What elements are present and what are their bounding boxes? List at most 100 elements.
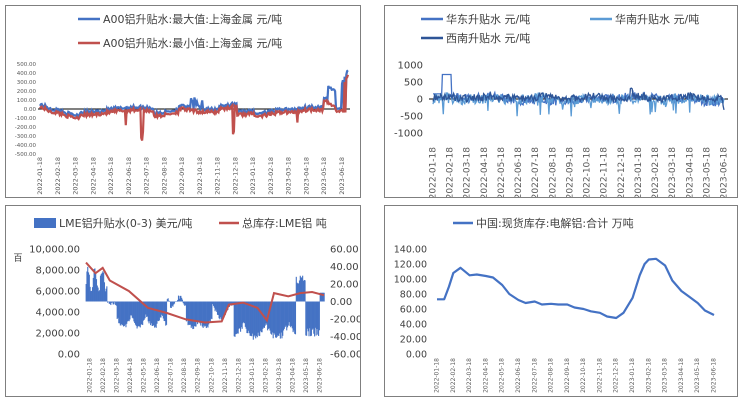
lme-x-tick-label: 2023-01-18 [249, 358, 256, 393]
lme-spread-bar [105, 288, 107, 302]
lme-spread-bar [166, 299, 168, 302]
lme-spread-bar [285, 301, 287, 326]
lme-spread-bar [251, 301, 254, 334]
lme-spread-bar [111, 301, 113, 303]
lme-spread-bar [253, 301, 255, 337]
lme-spread-bar [320, 292, 322, 302]
lme-spread-bar [298, 280, 301, 302]
lme-spread-bar [149, 301, 151, 322]
lme-chart: LME铝升贴水(0-3) 美元/吨 总库存:LME铝 吨 10,000.00 8,00… [13, 216, 362, 393]
lme-spread-bar [217, 301, 219, 316]
lme-spread-bar [188, 301, 190, 325]
lme-y-left-tick-label: 2,000.00 [35, 329, 80, 340]
regional-southwest-line [432, 87, 725, 111]
lme-spread-bar [168, 300, 170, 302]
lme-y-right-tick-label: 0.00 [330, 297, 352, 308]
lme-spread-bar [150, 301, 152, 324]
lme-spread-bar [196, 301, 198, 322]
lme-spread-bar [89, 286, 91, 302]
lme-spread-bar [291, 301, 293, 329]
lme-spread-bar [243, 301, 245, 323]
lme-spread-bar [110, 301, 112, 306]
chart-panel-regional-premium: 华东升贴水 元/吨 华南升贴水 元/吨 西南升贴水 元/吨 1000 500 0 -500 -… [384, 5, 738, 199]
lme-spread-bar [180, 295, 182, 302]
lme-spread-bar [171, 301, 173, 306]
lme-spread-bar [202, 301, 204, 328]
lme-spread-bar [177, 295, 180, 302]
inventory-x-tick-label: 2022-05-18 [499, 358, 506, 393]
lme-spread-bar [212, 301, 214, 305]
lme-spread-bar [145, 301, 147, 315]
a00-y-tick-label: 300.00 [17, 80, 37, 86]
a00-x-tick-label: 2022-10-18 [196, 157, 204, 195]
lme-spread-bar [258, 301, 260, 336]
lme-spread-bar [295, 276, 297, 302]
lme-y-unit-label: 百 [13, 253, 22, 264]
lme-spread-bar [206, 301, 208, 327]
lme-spread-bar [245, 301, 247, 329]
legend-lme-spread-label: LME铝升贴水(0-3) 美元/吨 [59, 216, 192, 230]
lme-spread-bar [237, 301, 239, 334]
regional-x-tick-label: 2022-08-18 [548, 147, 558, 197]
lme-spread-bar [313, 301, 315, 334]
inventory-x-tick-label: 2022-07-18 [531, 358, 538, 393]
inventory-x-tick-label: 2023-01-18 [629, 358, 636, 393]
lme-spread-bar [198, 301, 200, 323]
lme-spread-bar [179, 295, 181, 302]
regional-x-tick-label: 2022-10-18 [583, 147, 593, 197]
lme-spread-bar [319, 292, 321, 302]
lme-spread-bar [280, 301, 282, 333]
lme-spread-bar [205, 301, 207, 329]
lme-x-tick-label: 2023-04-18 [289, 358, 296, 393]
regional-x-tick-label: 2023-06-18 [720, 147, 730, 197]
lme-spread-bar [255, 301, 257, 339]
lme-spread-bar [302, 275, 304, 302]
lme-spread-bar [101, 272, 103, 302]
a00-x-tick-label: 2023-03-18 [285, 157, 293, 195]
lme-x-tick-label: 2022-09-18 [195, 358, 202, 393]
regional-y-tick-label: 0 [417, 95, 423, 106]
lme-spread-bar [173, 301, 176, 304]
lme-spread-bar [117, 301, 119, 318]
lme-spread-bar [92, 277, 94, 302]
lme-spread-bar [310, 301, 312, 337]
lme-spread-bar [259, 301, 262, 331]
lme-spread-bar [104, 291, 106, 302]
lme-spread-bar [214, 301, 216, 312]
lme-spread-bar [252, 301, 254, 340]
regional-x-tick-label: 2022-03-18 [463, 147, 473, 197]
lme-spread-bar [286, 301, 288, 331]
lme-spread-bar [201, 301, 203, 323]
lme-y-right-tick-label: -60.00 [330, 350, 360, 361]
lme-spread-bar [226, 301, 228, 311]
lme-spread-bar [93, 269, 95, 302]
lme-spread-bar [274, 301, 276, 335]
lme-spread-bar [284, 301, 286, 328]
lme-spread-bar [126, 301, 128, 324]
lme-x-tick-label: 2023-05-18 [303, 358, 310, 393]
lme-spread-bar [321, 292, 323, 302]
lme-spread-bar [132, 301, 134, 319]
lme-spread-bar [130, 301, 133, 316]
lme-spread-bar [276, 301, 278, 337]
inventory-x-tick-label: 2023-02-18 [645, 358, 652, 393]
a00-x-tick-label: 2022-01-18 [36, 157, 44, 195]
lme-spread-bar [187, 301, 189, 326]
lme-spread-bar [94, 268, 96, 302]
a00-x-tick-label: 2023-04-18 [302, 157, 310, 195]
lme-y-left-tick-label: 0.00 [58, 350, 80, 361]
lme-x-tick-label: 2022-11-18 [222, 358, 229, 393]
lme-y-right-tick-label: 20.00 [330, 280, 359, 291]
lme-spread-bar [153, 301, 155, 326]
inventory-x-tick-label: 2022-01-18 [434, 358, 441, 393]
lme-spread-bar [88, 274, 90, 302]
lme-spread-bar [261, 301, 263, 333]
lme-spread-bar [255, 301, 258, 336]
lme-spread-bar [124, 301, 126, 325]
lme-spread-bar [191, 301, 193, 327]
lme-spread-bar [236, 301, 238, 334]
lme-spread-bar [260, 301, 262, 333]
lme-spread-bar [130, 301, 132, 316]
lme-spread-bar [219, 301, 221, 320]
lme-x-tick-label: 2022-12-18 [235, 358, 242, 393]
